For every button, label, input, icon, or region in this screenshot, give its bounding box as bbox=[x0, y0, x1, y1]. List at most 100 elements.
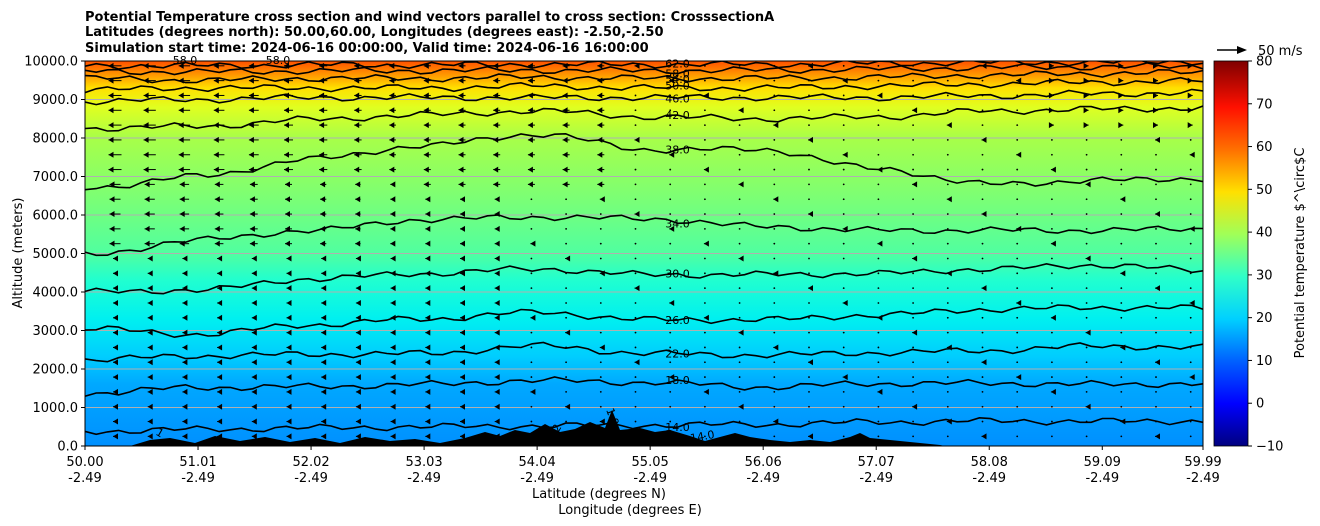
wind-vector-head bbox=[425, 329, 431, 336]
wind-vector-head bbox=[527, 166, 533, 173]
wind-vector bbox=[1120, 391, 1123, 393]
wind-vector bbox=[738, 272, 741, 275]
wind-vector-head bbox=[286, 299, 292, 306]
wind-vector bbox=[981, 376, 984, 378]
wind-vector bbox=[946, 287, 949, 290]
wind-vector bbox=[634, 94, 637, 97]
wind-vector-head bbox=[355, 196, 361, 203]
wind-vector bbox=[634, 257, 637, 260]
wind-vector-head bbox=[286, 255, 292, 262]
wind-vector-head bbox=[565, 255, 571, 262]
wind-vector bbox=[1085, 168, 1088, 171]
wind-vector bbox=[704, 435, 706, 438]
wind-vector bbox=[1051, 227, 1053, 230]
wind-vector-head bbox=[1083, 107, 1089, 114]
wind-vector bbox=[1016, 183, 1019, 186]
wind-vector bbox=[1016, 287, 1019, 290]
wind-vector bbox=[1016, 346, 1019, 349]
wind-vector bbox=[981, 198, 984, 201]
wind-vector-head bbox=[284, 136, 289, 143]
wind-vector bbox=[1120, 405, 1123, 408]
wind-vector bbox=[1085, 316, 1088, 319]
wind-vector-head bbox=[251, 374, 257, 381]
contour-label: 30.0 bbox=[665, 268, 690, 281]
x-tick-label-lon: -2.49 bbox=[972, 471, 1006, 486]
wind-vector bbox=[1085, 242, 1088, 245]
wind-vector bbox=[773, 183, 776, 186]
wind-vector bbox=[981, 302, 984, 304]
wind-vector bbox=[946, 405, 949, 408]
wind-vector bbox=[877, 302, 880, 304]
wind-vector-head bbox=[182, 270, 188, 277]
wind-vector bbox=[1120, 302, 1123, 304]
wind-vector-head bbox=[143, 92, 149, 99]
colorbar-tick-label: 50 bbox=[1256, 183, 1273, 198]
x-tick-label-lon: -2.49 bbox=[1085, 471, 1119, 486]
wind-vector bbox=[773, 257, 776, 260]
x-tick-label-lat: 50.00 bbox=[66, 455, 103, 470]
colorbar-tick-label: 60 bbox=[1256, 140, 1273, 155]
wind-vector-head bbox=[390, 418, 396, 425]
wind-vector bbox=[1016, 109, 1019, 112]
wind-vector bbox=[877, 198, 880, 201]
wind-vector bbox=[981, 346, 984, 349]
wind-vector-head bbox=[460, 225, 465, 232]
wind-vector bbox=[1120, 435, 1123, 438]
wind-vector bbox=[1155, 376, 1157, 378]
wind-vector-head bbox=[425, 211, 431, 218]
y-axis-label: Altitude (meters) bbox=[11, 198, 26, 309]
wind-vector bbox=[738, 94, 741, 97]
wind-vector-head bbox=[113, 433, 118, 440]
wind-vector-head bbox=[251, 403, 257, 410]
wind-vector-head bbox=[634, 359, 640, 366]
wind-vector bbox=[738, 124, 741, 127]
wind-vector-head bbox=[425, 255, 431, 262]
wind-vector bbox=[842, 183, 845, 186]
wind-vector-head bbox=[355, 314, 361, 321]
colorbar-tick-label: 40 bbox=[1256, 226, 1273, 241]
x-tick-label-lat: 55.05 bbox=[632, 455, 669, 470]
wind-vector-head bbox=[460, 403, 465, 410]
wind-vector bbox=[946, 94, 949, 97]
x-tick-label-lon: -2.49 bbox=[407, 471, 441, 486]
wind-vector bbox=[981, 79, 984, 82]
wind-vector bbox=[530, 376, 533, 378]
wind-vector-head bbox=[178, 92, 184, 99]
wind-vector bbox=[981, 183, 984, 186]
wind-vector bbox=[634, 198, 637, 201]
wind-vector-head bbox=[425, 433, 431, 440]
wind-vector-head bbox=[423, 92, 429, 99]
wind-vector bbox=[842, 405, 845, 408]
wind-vector-head bbox=[147, 374, 153, 381]
wind-vector-head bbox=[355, 418, 361, 425]
wind-vector-head bbox=[182, 314, 188, 321]
wind-vector bbox=[565, 213, 567, 215]
contour-label-extra: 1.0 bbox=[603, 406, 621, 427]
wind-vector bbox=[565, 198, 567, 201]
wind-vector bbox=[1016, 435, 1019, 438]
wind-vector bbox=[669, 287, 672, 290]
wind-vector bbox=[912, 153, 914, 156]
wind-vector-head bbox=[423, 166, 429, 173]
wind-vector bbox=[1189, 405, 1192, 408]
wind-vector bbox=[669, 124, 672, 127]
wind-vector bbox=[912, 198, 914, 201]
x-tick-label-lat: 56.06 bbox=[745, 455, 782, 470]
wind-vector bbox=[1189, 391, 1192, 393]
wind-vector-head bbox=[425, 285, 431, 292]
wind-vector-head bbox=[773, 418, 779, 425]
wind-vector-head bbox=[738, 181, 744, 188]
wind-vector-head bbox=[1085, 329, 1091, 336]
wind-vector-head bbox=[425, 240, 431, 247]
wind-vector bbox=[565, 376, 567, 378]
wind-vector-head bbox=[1120, 196, 1126, 203]
wind-vector-head bbox=[355, 181, 361, 188]
wind-vector-head bbox=[808, 285, 813, 292]
wind-vector bbox=[912, 213, 914, 215]
contour-line bbox=[85, 416, 1203, 436]
wind-vector-head bbox=[355, 403, 361, 410]
wind-vector-head bbox=[108, 122, 114, 129]
wind-vector-head bbox=[458, 151, 464, 158]
wind-vector bbox=[1016, 331, 1019, 334]
wind-vector-head bbox=[669, 374, 675, 381]
